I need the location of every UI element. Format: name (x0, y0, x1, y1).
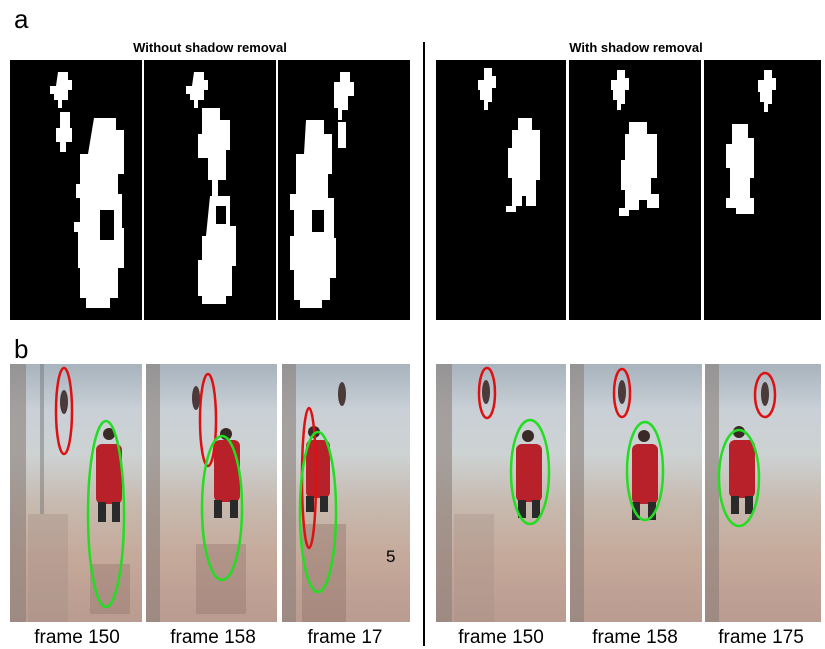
caption-left-1: frame 150 (34, 627, 120, 648)
tracking-scene-right-3 (705, 364, 777, 622)
caption-right-3: frame 175 (718, 627, 804, 648)
frame-panel-right-2 (570, 364, 702, 622)
caption-left-2: frame 158 (170, 627, 256, 648)
tracking-scene-right-2 (570, 364, 665, 622)
frame-panel-right-3 (705, 364, 821, 622)
mask-panel-right-2 (569, 60, 701, 320)
group-title-right: With shadow removal (569, 40, 703, 55)
silhouette-right-2 (611, 70, 659, 216)
mask-panel-left-2 (144, 60, 276, 320)
silhouette-right-1 (478, 68, 540, 212)
stray-digit: 5 (386, 547, 396, 566)
group-divider (423, 42, 425, 646)
tracking-scene-right-1 (436, 364, 551, 622)
panel-label-a: a (14, 4, 29, 34)
silhouette-left-1 (50, 72, 124, 308)
mask-panel-right-1 (436, 60, 566, 320)
tracking-scene-left-1 (10, 364, 130, 622)
mask-panel-left-3 (278, 60, 410, 320)
caption-right-2: frame 158 (592, 627, 678, 648)
frame-panel-left-1 (10, 364, 142, 622)
panel-label-b: b (14, 334, 29, 364)
mask-panel-right-3 (704, 60, 821, 320)
tracking-scene-left-2 (146, 364, 246, 622)
tracking-scene-left-3 (282, 364, 346, 622)
frame-panel-right-1 (436, 364, 566, 622)
silhouette-right-3 (726, 70, 776, 214)
caption-left-3: frame 17 (307, 627, 383, 648)
mask-panel-left-1 (10, 60, 142, 320)
frame-panel-left-3 (282, 364, 410, 622)
silhouette-left-3 (290, 72, 354, 308)
caption-right-1: frame 150 (458, 627, 544, 648)
frame-panel-left-2 (146, 364, 277, 622)
silhouette-left-2 (186, 72, 236, 304)
group-title-left: Without shadow removal (133, 40, 287, 55)
